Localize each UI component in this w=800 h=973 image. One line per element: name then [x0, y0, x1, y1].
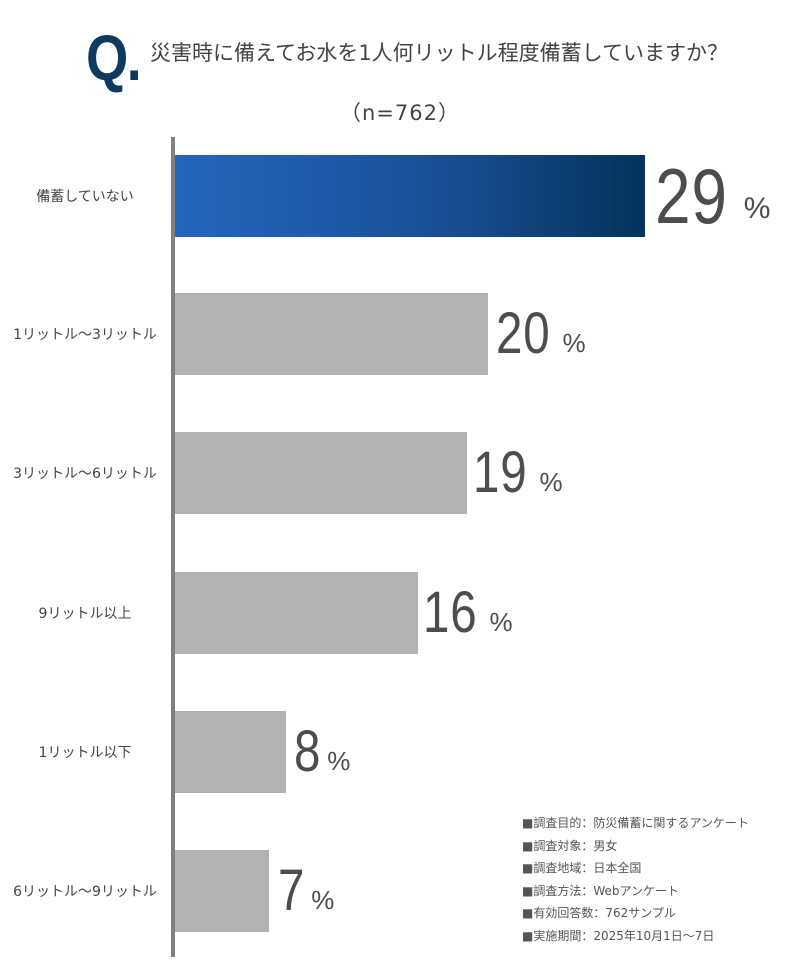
value-unit: %	[743, 192, 771, 225]
note-responses: ■有効回答数：762サンプル	[522, 906, 676, 920]
value-unit: %	[489, 606, 513, 637]
value-number: 8	[294, 719, 322, 784]
bar-label: 9リットル以上	[38, 606, 132, 622]
bar	[175, 293, 488, 375]
value-number: 7	[278, 858, 306, 923]
note-purpose: ■調査目的：防災備蓄に関するアンケート	[522, 816, 749, 830]
bar	[175, 850, 269, 932]
bar-row: 6リットル～9リットル 7%	[0, 850, 800, 932]
value-unit: %	[327, 745, 351, 776]
note-region: ■調査地域：日本全国	[522, 861, 642, 875]
value-unit: %	[311, 884, 335, 915]
bar-row: 1リットル以下 8%	[0, 711, 800, 793]
sample-size: （n=762）	[340, 101, 460, 125]
bar-value: 8%	[294, 711, 350, 793]
bar-highlight	[175, 155, 645, 237]
bar-row: 1リットル～3リットル 20%	[0, 293, 800, 375]
bar-value: 20%	[496, 293, 586, 375]
note-period: ■実施期間：2025年10月1日～7日	[522, 928, 715, 943]
value-number: 16	[423, 580, 478, 645]
bar-label: 6リットル～9リットル	[13, 884, 157, 900]
value-unit: %	[562, 327, 586, 358]
bar	[175, 711, 286, 793]
value-number: 20	[496, 301, 551, 366]
bar-label: 1リットル～3リットル	[13, 327, 157, 343]
bar	[175, 432, 467, 514]
bar-label: 3リットル～6リットル	[13, 466, 157, 482]
bar-value: 29%	[655, 155, 770, 237]
bar-row: 備蓄していない 29%	[0, 155, 800, 237]
bar-label: 備蓄していない	[36, 189, 134, 205]
bar	[175, 572, 418, 654]
survey-notes: ■調査目的：防災備蓄に関するアンケート ■調査対象：男女 ■調査地域：日本全国 …	[522, 812, 749, 947]
bar-row: 9リットル以上 16%	[0, 572, 800, 654]
bar-label: 1リットル以下	[38, 745, 132, 761]
bar-value: 19%	[473, 432, 563, 514]
bar-value: 7%	[278, 850, 334, 932]
value-number: 29	[655, 152, 728, 240]
value-number: 19	[473, 440, 528, 505]
value-unit: %	[539, 466, 563, 497]
question-title: 災害時に備えてお水を1人何リットル程度備蓄していますか？	[150, 41, 729, 65]
chart-axis	[171, 137, 175, 957]
note-method: ■調査方法：Webアンケート	[522, 883, 680, 898]
bar-value: 16%	[423, 572, 513, 654]
note-target: ■調査対象：男女	[522, 838, 618, 853]
bar-row: 3リットル～6リットル 19%	[0, 432, 800, 514]
question-mark: Q.	[86, 22, 142, 94]
